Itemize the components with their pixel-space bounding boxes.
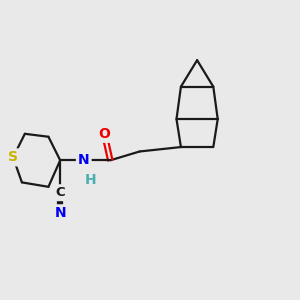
Text: N: N	[78, 153, 90, 167]
Text: H: H	[85, 173, 96, 187]
Text: S: S	[8, 150, 18, 164]
Text: C: C	[56, 186, 65, 199]
Text: N: N	[54, 206, 66, 220]
Text: O: O	[98, 127, 110, 141]
